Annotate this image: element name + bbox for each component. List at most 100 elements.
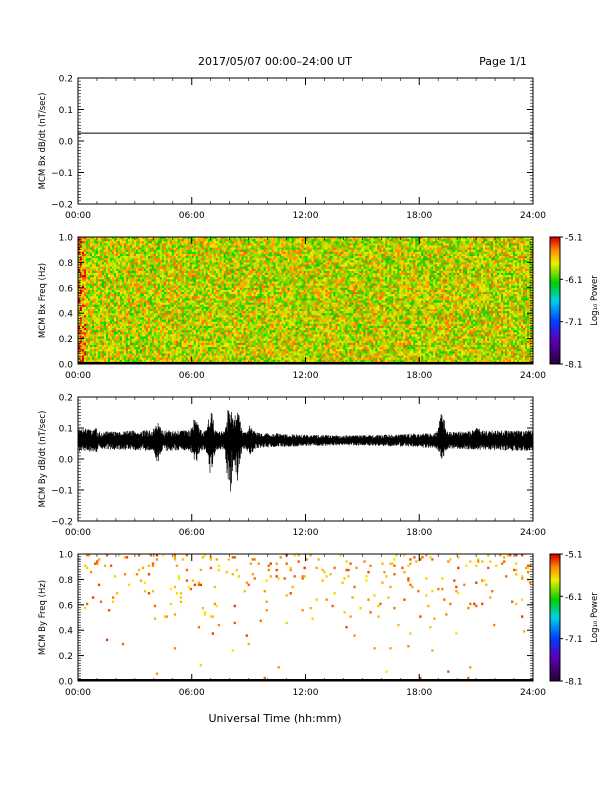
heatmap-cell [157, 285, 161, 289]
heatmap-cell [91, 241, 95, 244]
heatmap-cell [229, 304, 232, 308]
heatmap-cell [80, 308, 83, 312]
heatmap-cell [115, 243, 119, 246]
heatmap-cell [103, 292, 107, 295]
heatmap-cell [123, 275, 127, 278]
heatmap-cell [201, 306, 205, 310]
heatmap-cell [137, 281, 141, 284]
heatmap-cell [215, 281, 218, 284]
heatmap-cell [89, 279, 93, 282]
heatmap-cell [237, 249, 240, 253]
heatmap-cell [133, 334, 137, 337]
heatmap-cell [197, 351, 201, 354]
heatmap-cell [193, 237, 197, 240]
heatmap-cell [149, 272, 153, 276]
heatmap-cell [159, 344, 163, 348]
heatmap-cell [223, 296, 226, 299]
heatmap-cell [78, 336, 81, 339]
heatmap-cell [187, 325, 191, 329]
heatmap-cell [193, 302, 197, 306]
heatmap-cell [189, 359, 193, 363]
heatmap-cell [137, 262, 141, 265]
heatmap-cell [113, 306, 117, 310]
heatmap-cell [131, 347, 135, 350]
heatmap-cell [123, 313, 127, 316]
heatmap-cell [207, 342, 211, 346]
heatmap-cell [161, 349, 165, 352]
heatmap-cell [87, 317, 91, 320]
heatmap-cell [163, 258, 167, 261]
heatmap-cell [157, 302, 161, 306]
heatmap-cell [113, 239, 117, 242]
heatmap-cell [165, 287, 169, 291]
heatmap-cell [199, 245, 203, 248]
heatmap-cell [205, 317, 209, 320]
heatmap-cell [81, 355, 85, 358]
heatmap-cell [227, 237, 230, 240]
heatmap-cell [233, 342, 236, 346]
heatmap-cell [203, 319, 207, 322]
heatmap-cell [99, 342, 103, 346]
heatmap-cell [125, 321, 129, 325]
heatmap-cell [175, 253, 179, 257]
heatmap-cell [101, 349, 105, 352]
heatmap-cell [103, 347, 107, 350]
heatmap-cell [91, 357, 95, 361]
heatmap-cell [121, 334, 125, 337]
heatmap-cell [179, 237, 183, 240]
heatmap-cell [101, 306, 105, 310]
heatmap-cell [167, 353, 171, 356]
heatmap-cell [177, 306, 181, 310]
heatmap-cell [179, 306, 183, 310]
heatmap-cell [233, 355, 236, 358]
heatmap-cell [83, 268, 87, 272]
heatmap-cell [143, 351, 147, 354]
heatmap-cell [147, 330, 151, 333]
heatmap-cell [78, 247, 81, 250]
heatmap-cell [209, 317, 213, 320]
heatmap-cell [93, 258, 97, 261]
heatmap-cell [219, 353, 222, 356]
heatmap-cell [203, 351, 207, 354]
heatmap-cell [87, 351, 91, 354]
heatmap-cell [135, 239, 139, 242]
heatmap-cell [175, 292, 179, 295]
heatmap-cell [209, 243, 213, 246]
heatmap-cell [179, 275, 183, 278]
heatmap-cell [159, 338, 163, 342]
heatmap-cell [225, 292, 228, 295]
heatmap-cell [165, 334, 169, 337]
heatmap-cell [149, 266, 153, 270]
heatmap-cell [185, 344, 189, 348]
heatmap-cell [83, 304, 87, 308]
heatmap-cell [109, 319, 113, 322]
heatmap-cell [229, 319, 232, 322]
heatmap-cell [151, 256, 155, 259]
heatmap-cell [129, 258, 133, 261]
heatmap-cell [107, 323, 111, 327]
heatmap-cell [145, 268, 149, 272]
heatmap-cell [213, 302, 216, 306]
heatmap-cell [203, 264, 207, 267]
heatmap-cell [109, 308, 113, 312]
heatmap-cell [89, 351, 93, 354]
heatmap-cell [169, 270, 173, 274]
heatmap-cell [223, 283, 226, 286]
heatmap-cell [87, 279, 91, 282]
heatmap-cell [97, 270, 101, 274]
heatmap-cell [157, 323, 161, 327]
heatmap-cell [121, 253, 125, 257]
heatmap-cell [203, 262, 207, 265]
heatmap-cell [157, 332, 161, 335]
heatmap-cell [225, 325, 228, 329]
heatmap-cell [109, 258, 113, 261]
heatmap-cell [105, 298, 109, 301]
heatmap-cell [217, 336, 220, 339]
heatmap-cell [133, 330, 137, 333]
heatmap-cell [197, 311, 201, 314]
heatmap-cell [81, 304, 85, 308]
heatmap-cell [223, 344, 226, 348]
heatmap-cell [155, 262, 159, 265]
heatmap-cell [159, 281, 163, 284]
heatmap-cell [137, 264, 141, 267]
